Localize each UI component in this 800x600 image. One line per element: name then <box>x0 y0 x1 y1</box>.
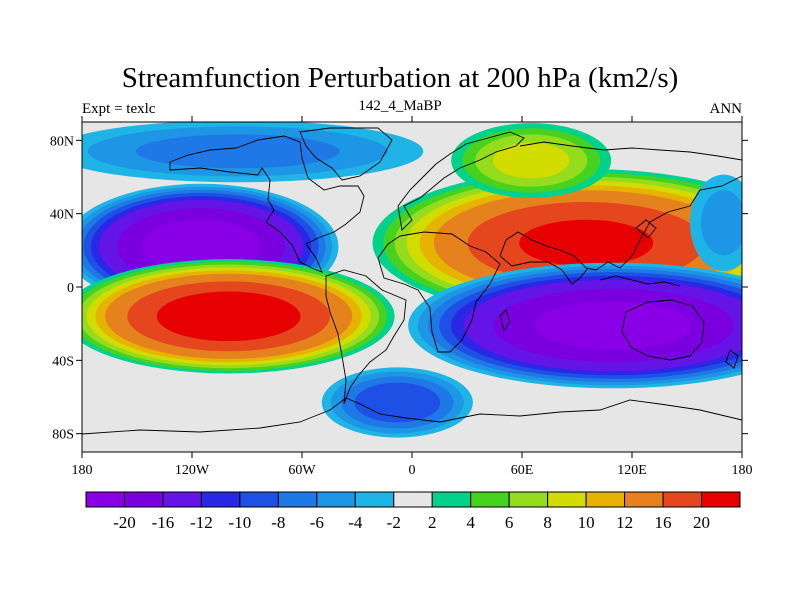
field-anomaly-pos-siberia <box>451 123 612 198</box>
x-tick-label: 60E <box>511 463 534 478</box>
map-title: Streamfunction Perturbation at 200 hPa (… <box>121 62 679 94</box>
period-label: 142_4_MaBP <box>358 98 442 114</box>
colorbar-label: 20 <box>693 513 710 532</box>
experiment-label: Expt = texlc <box>82 101 156 117</box>
colorbar-swatch <box>277 491 318 508</box>
contour-level <box>493 142 570 179</box>
field-anomaly-neg-southern-atlantic <box>321 367 473 438</box>
colorbar: -20 -16 -12 -10 -8 -6 -4 -2 2 4 6 8 10 12 16 20 <box>85 491 741 532</box>
colorbar-label: 10 <box>578 513 595 532</box>
colorbar-swatch <box>85 491 125 508</box>
colorbar-swatch <box>123 491 164 508</box>
colorbar-swatch <box>547 491 587 508</box>
x-tick-label: 180 <box>72 463 93 478</box>
colorbar-swatch <box>585 491 626 508</box>
coastline-madagascar <box>499 309 511 331</box>
field-anomaly-neg-indian-ocean <box>408 262 742 389</box>
contour-level <box>700 190 742 256</box>
x-tick-label: 180 <box>732 463 753 478</box>
colorbar-swatch <box>162 491 202 508</box>
coastline-arabia-india <box>499 255 589 285</box>
x-tick-label: 60W <box>288 463 316 478</box>
colorbar-swatch <box>316 491 356 508</box>
colorbar-label: -10 <box>229 513 252 532</box>
colorbar-swatch <box>431 491 472 508</box>
x-tick-label: 0 <box>409 463 416 478</box>
colorbar-swatch <box>624 491 664 508</box>
map-area <box>82 122 742 452</box>
colorbar-label: -8 <box>271 513 285 532</box>
y-tick-label: 0 <box>67 281 74 296</box>
coastline-europe <box>397 131 525 231</box>
y-tick-label: 80S <box>52 428 74 443</box>
coastline-greenland <box>299 127 393 181</box>
contour-level <box>136 134 340 169</box>
colorbar-label: 12 <box>616 513 633 532</box>
coastline-south-america <box>325 269 407 405</box>
coastline-new-zealand <box>725 349 739 369</box>
colorbar-swatch <box>662 491 703 508</box>
x-tick-label: 120E <box>617 463 647 478</box>
contour-level <box>519 219 654 267</box>
colorbar-swatch <box>393 491 433 508</box>
colorbar-label: 16 <box>655 513 672 532</box>
field-anomaly-neg-arctic <box>82 122 424 183</box>
colorbar-label: 4 <box>466 513 475 532</box>
colorbar-label: 6 <box>505 513 514 532</box>
colorbar-swatch <box>200 491 241 508</box>
coastline-australia <box>621 299 705 361</box>
colorbar-label: -2 <box>387 513 401 532</box>
colorbar-label: -20 <box>113 513 136 532</box>
colorbar-swatch <box>239 491 279 508</box>
colorbar-swatch <box>470 491 510 508</box>
y-tick-label: 40N <box>50 208 74 223</box>
coastline-africa <box>377 231 501 353</box>
y-tick-label: 80N <box>50 134 74 149</box>
colorbar-label: -6 <box>310 513 324 532</box>
contour-level <box>156 291 301 342</box>
coastline-asia <box>499 141 742 271</box>
coastline-indonesia <box>599 275 681 287</box>
coastline-north-america <box>169 135 365 273</box>
coastline-antarctica <box>82 397 742 435</box>
x-axis: 180 120W 60W 0 60E 120E 180 <box>72 116 753 478</box>
coastlines <box>82 127 742 435</box>
colorbar-swatch <box>508 491 549 508</box>
x-tick-label: 120W <box>175 463 210 478</box>
colorbar-swatch <box>354 491 395 508</box>
contour-level <box>535 301 693 350</box>
colorbar-label: -4 <box>348 513 363 532</box>
colorbar-label: -12 <box>190 513 213 532</box>
coastline-japan <box>635 219 657 239</box>
colorbar-swatch <box>701 491 741 508</box>
colorbar-label: 8 <box>543 513 552 532</box>
y-axis: 80N 40N 0 40S 80S <box>50 134 748 443</box>
field-anomaly-neg-pacific-west <box>689 174 742 271</box>
colorbar-label: 2 <box>428 513 437 532</box>
season-label: ANN <box>709 101 743 117</box>
field-layer <box>82 122 742 438</box>
field-anomaly-pos-south-pacific <box>82 259 395 374</box>
colorbar-label: -16 <box>152 513 175 532</box>
y-tick-label: 40S <box>52 354 74 369</box>
